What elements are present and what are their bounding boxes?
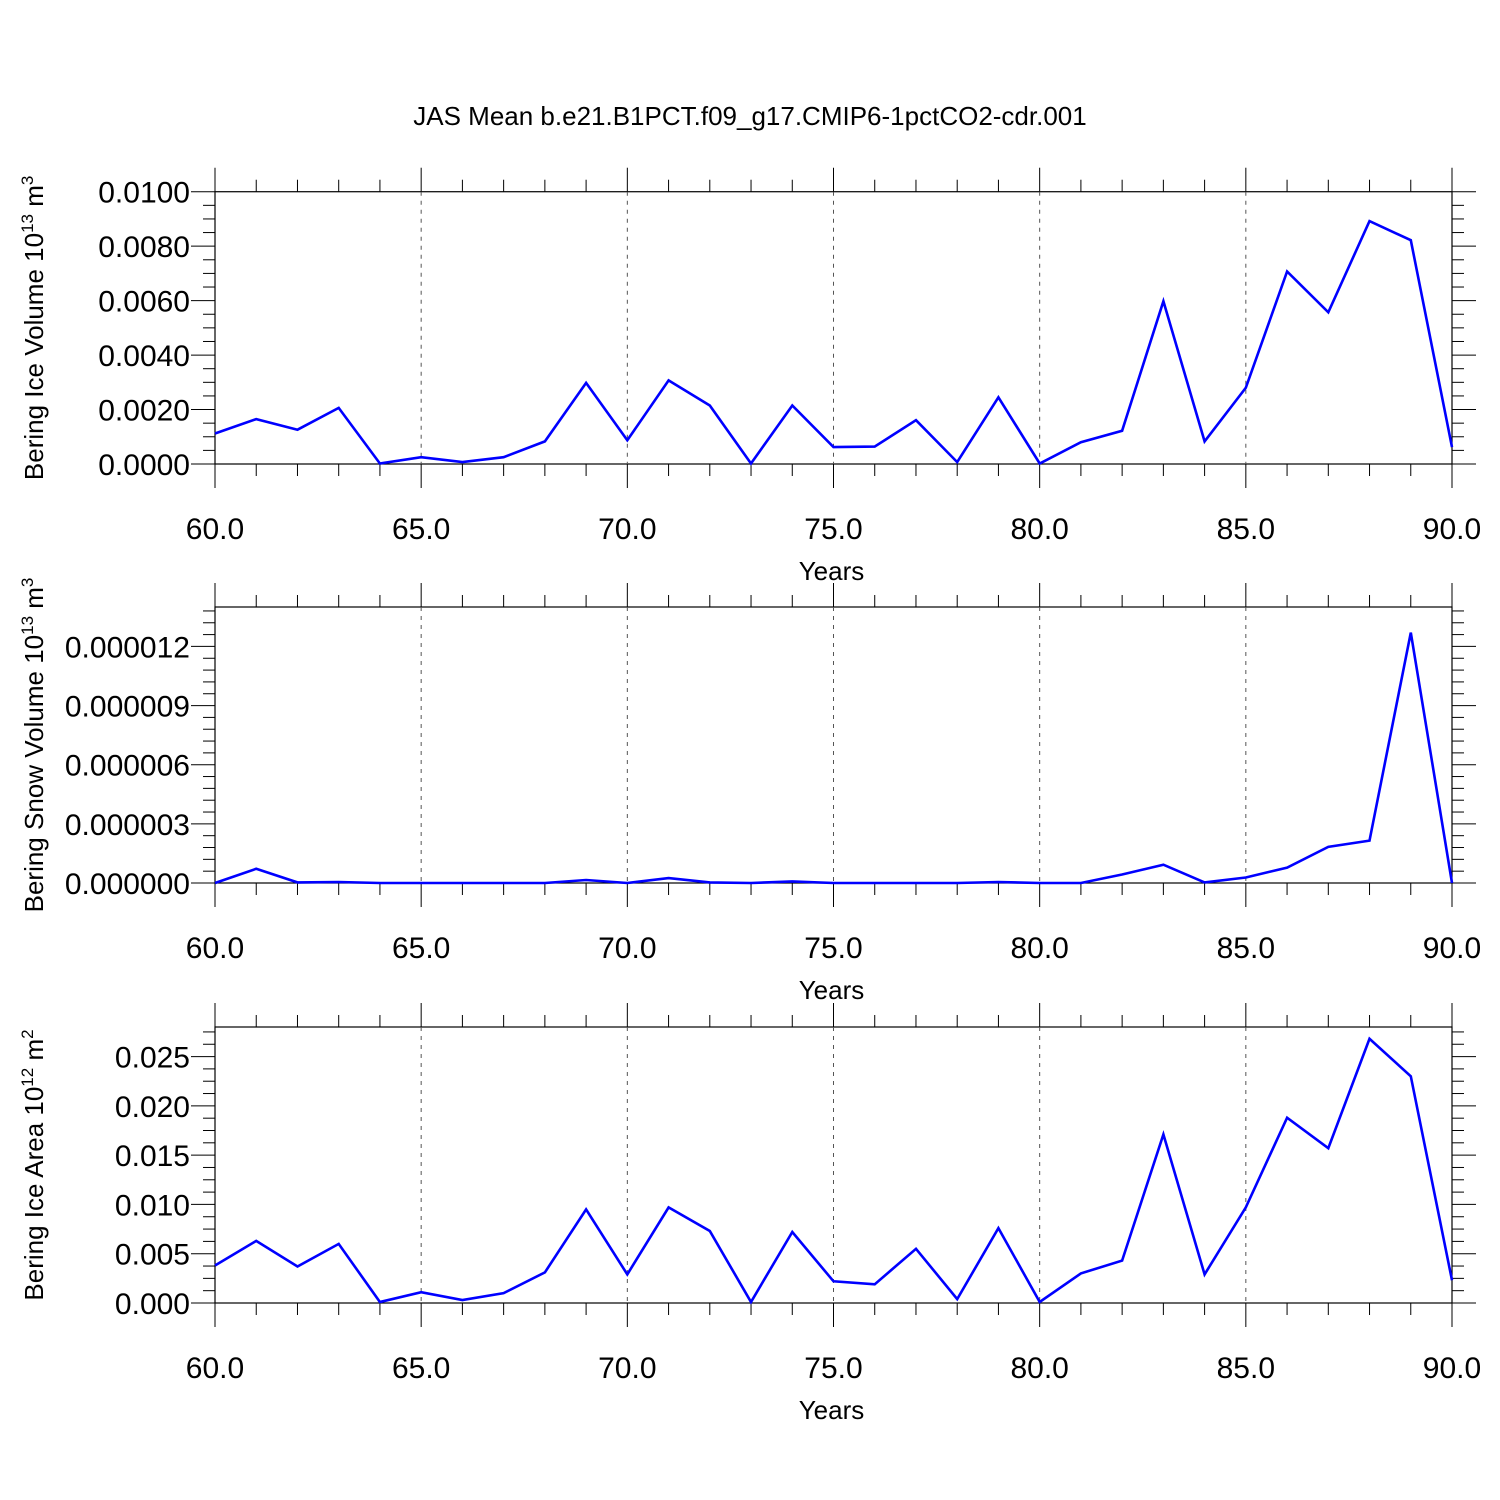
- x-tick-label-ice-volume: 90.0: [1423, 513, 1481, 546]
- y-axis-title-snow-volume: Bering Snow Volume 1013 m3: [18, 578, 49, 913]
- panel-snow-volume: 0.000000 0.000003 0.000006 0.000009 0.000012…: [18, 578, 1481, 1005]
- x-tick-label-snow-volume: 65.0: [392, 932, 450, 965]
- x-tick-label-ice-volume: 75.0: [804, 513, 862, 546]
- panel-ice-volume: 0.0000 0.0020 0.0040 0.0060 0.0080 0.0100 60.0…: [18, 167, 1481, 586]
- x-axis-title-ice-area: Years: [799, 1395, 865, 1425]
- x-tick-label-snow-volume: 70.0: [598, 932, 656, 965]
- y-tick-label-ice-volume: 0.0080: [98, 231, 190, 264]
- y-tick-label-ice-area: 0.000: [115, 1288, 190, 1321]
- x-tick-label-snow-volume: 75.0: [804, 932, 862, 965]
- y-tick-label-snow-volume: 0.000003: [65, 809, 190, 842]
- y-tick-label-ice-volume: 0.0000: [98, 449, 190, 482]
- y-tick-label-snow-volume: 0.000012: [65, 631, 190, 664]
- x-tick-label-ice-area: 85.0: [1217, 1352, 1275, 1385]
- y-axis-title-ice-area: Bering Ice Area 1012 m2: [18, 1029, 49, 1300]
- x-tick-label-ice-volume: 65.0: [392, 513, 450, 546]
- y-tick-label-ice-area: 0.020: [115, 1091, 190, 1124]
- x-tick-label-ice-volume: 85.0: [1217, 513, 1275, 546]
- x-tick-label-snow-volume: 90.0: [1423, 932, 1481, 965]
- y-tick-label-ice-area: 0.010: [115, 1189, 190, 1222]
- y-tick-label-snow-volume: 0.000000: [65, 868, 190, 901]
- x-tick-label-snow-volume: 80.0: [1010, 932, 1068, 965]
- x-tick-label-ice-volume: 70.0: [598, 513, 656, 546]
- x-tick-label-snow-volume: 60.0: [186, 932, 244, 965]
- panel-ice-area: 0.000 0.005 0.010 0.015 0.020 0.025 60.0 65.0 70…: [18, 1003, 1481, 1425]
- y-tick-label-ice-area: 0.005: [115, 1239, 190, 1272]
- x-tick-label-snow-volume: 85.0: [1217, 932, 1275, 965]
- x-tick-label-ice-volume: 80.0: [1010, 513, 1068, 546]
- x-tick-label-ice-volume: 60.0: [186, 513, 244, 546]
- x-axis-title-ice-volume: Years: [799, 556, 865, 586]
- y-axis-title-ice-volume: Bering Ice Volume 1013 m3: [18, 176, 49, 480]
- x-tick-label-ice-area: 90.0: [1423, 1352, 1481, 1385]
- figure-title: JAS Mean b.e21.B1PCT.f09_g17.CMIP6-1pctC…: [413, 101, 1086, 131]
- y-tick-label-ice-area: 0.025: [115, 1042, 190, 1075]
- x-tick-label-ice-area: 75.0: [804, 1352, 862, 1385]
- y-tick-label-snow-volume: 0.000006: [65, 750, 190, 783]
- x-tick-label-ice-area: 70.0: [598, 1352, 656, 1385]
- y-tick-label-ice-area: 0.015: [115, 1140, 190, 1173]
- y-tick-label-ice-volume: 0.0060: [98, 286, 190, 319]
- y-tick-label-ice-volume: 0.0020: [98, 395, 190, 428]
- x-axis-title-snow-volume: Years: [799, 975, 865, 1005]
- y-tick-label-snow-volume: 0.000009: [65, 691, 190, 724]
- x-tick-label-ice-area: 65.0: [392, 1352, 450, 1385]
- x-tick-label-ice-area: 80.0: [1010, 1352, 1068, 1385]
- y-tick-label-ice-volume: 0.0100: [98, 177, 190, 210]
- x-tick-label-ice-area: 60.0: [186, 1352, 244, 1385]
- y-tick-label-ice-volume: 0.0040: [98, 340, 190, 373]
